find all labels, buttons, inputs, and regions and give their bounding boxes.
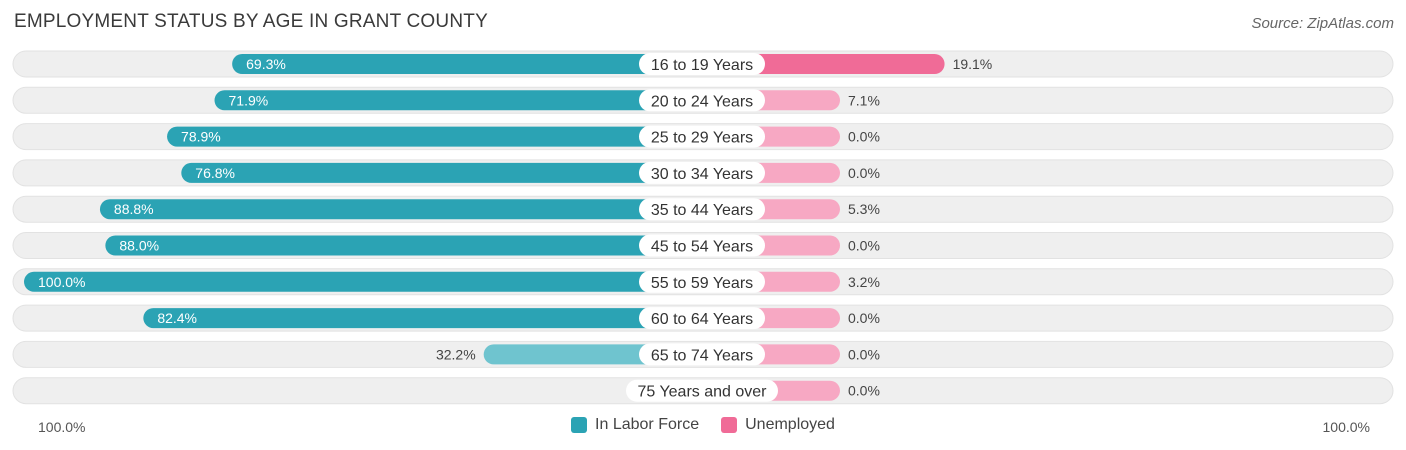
unemployed-value-label: 5.3% bbox=[848, 201, 880, 217]
category-label: 30 to 34 Years bbox=[651, 166, 753, 183]
labor-bar bbox=[181, 162, 702, 183]
labor-bar bbox=[143, 308, 702, 329]
legend-item-unemployed[interactable]: Unemployed bbox=[721, 416, 835, 434]
category-label: 35 to 44 Years bbox=[651, 202, 753, 219]
axis-right-label: 100.0% bbox=[1322, 419, 1370, 435]
labor-value-label: 88.0% bbox=[119, 238, 159, 254]
labor-bar bbox=[24, 271, 702, 292]
category-pill bbox=[639, 270, 765, 293]
labor-value-label: 82.4% bbox=[157, 310, 197, 326]
category-pill bbox=[639, 343, 765, 366]
category-pill bbox=[626, 379, 778, 402]
labor-value-label: 71.9% bbox=[229, 92, 269, 108]
labor-bar bbox=[105, 235, 703, 256]
unemployed-value-label: 19.1% bbox=[953, 56, 993, 72]
category-label: 16 to 19 Years bbox=[651, 57, 753, 74]
labor-bar bbox=[99, 199, 703, 220]
chart-title: EMPLOYMENT STATUS BY AGE IN GRANT COUNTY bbox=[14, 11, 488, 32]
category-pill bbox=[639, 198, 765, 221]
category-label: 65 to 74 Years bbox=[651, 347, 753, 364]
category-pill bbox=[639, 125, 765, 148]
chart-svg: 69.3% 19.1% 16 to 19 Years 71.9% 7.1% 20 to 2… bbox=[12, 50, 1394, 405]
labor-value-label: 100.0% bbox=[38, 274, 85, 290]
legend-swatch-unemployed bbox=[721, 417, 738, 433]
unemployed-value-label: 0.0% bbox=[848, 383, 880, 399]
legend: In Labor Force Unemployed bbox=[0, 416, 1406, 434]
unemployed-value-label: 0.0% bbox=[848, 238, 880, 254]
labor-value-label: 69.3% bbox=[246, 56, 286, 72]
category-pill bbox=[639, 234, 765, 257]
labor-value-label: 76.8% bbox=[195, 165, 235, 181]
labor-bar bbox=[167, 126, 703, 147]
category-label: 45 to 54 Years bbox=[651, 239, 753, 256]
labor-value-label: 78.9% bbox=[181, 129, 221, 145]
unemployed-value-label: 0.0% bbox=[848, 310, 880, 326]
labor-value-label: 32.2% bbox=[436, 346, 476, 362]
category-label: 55 to 59 Years bbox=[651, 275, 753, 292]
unemployed-value-label: 7.1% bbox=[848, 92, 880, 108]
category-label: 20 to 24 Years bbox=[651, 93, 753, 110]
axis-left-label: 100.0% bbox=[38, 419, 86, 435]
legend-label-labor: In Labor Force bbox=[595, 416, 700, 433]
chart-source: Source: ZipAtlas.com bbox=[1251, 15, 1394, 32]
category-label: 25 to 29 Years bbox=[651, 130, 753, 147]
labor-bar bbox=[214, 90, 702, 111]
legend-item-labor[interactable]: In Labor Force bbox=[571, 416, 699, 434]
legend-swatch-labor bbox=[571, 417, 588, 433]
unemployed-value-label: 0.0% bbox=[848, 346, 880, 362]
category-label: 60 to 64 Years bbox=[651, 311, 753, 328]
category-pill bbox=[639, 53, 765, 75]
unemployed-value-label: 0.0% bbox=[848, 129, 880, 145]
category-label: 75 Years and over bbox=[638, 384, 768, 401]
category-pill bbox=[639, 307, 765, 330]
labor-bar bbox=[232, 54, 702, 74]
labor-value-label: 88.8% bbox=[114, 201, 154, 217]
unemployed-value-label: 3.2% bbox=[848, 274, 880, 290]
legend-label-unemployed: Unemployed bbox=[745, 416, 835, 433]
category-pill bbox=[639, 161, 765, 184]
category-pill bbox=[639, 89, 765, 112]
unemployed-value-label: 0.0% bbox=[848, 165, 880, 181]
